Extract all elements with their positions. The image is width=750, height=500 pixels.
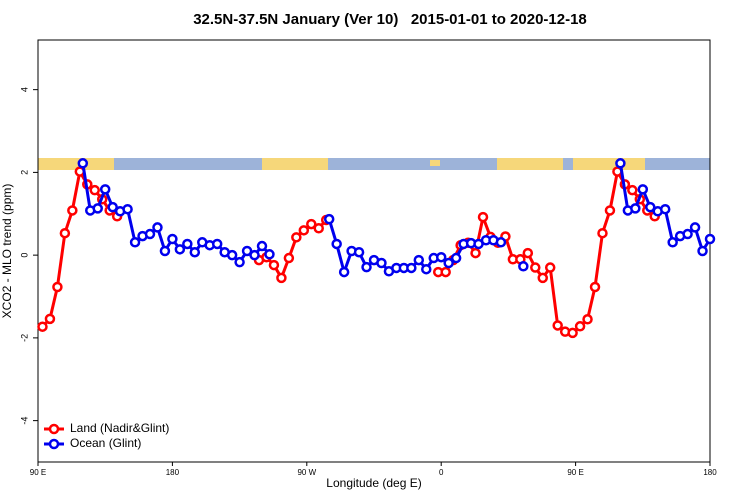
data-point <box>544 262 556 273</box>
data-point <box>89 184 100 196</box>
chart-title: 32.5N-37.5N January (Ver 10) 2015-01-01 … <box>193 11 587 28</box>
data-point <box>630 203 641 214</box>
y-tick-label: 4 <box>19 87 29 92</box>
data-point <box>376 257 387 269</box>
data-point <box>518 261 529 272</box>
data-point <box>167 233 178 245</box>
data-point <box>450 252 462 264</box>
x-axis-label: Longitude (deg E) <box>326 476 421 490</box>
x-tick-label: 90 W <box>297 468 316 477</box>
data-point <box>435 251 447 263</box>
data-point <box>234 256 245 268</box>
data-point <box>276 272 287 284</box>
data-point <box>331 238 342 250</box>
data-point <box>338 266 350 278</box>
data-point <box>413 254 425 266</box>
plot-frame <box>37 39 711 463</box>
data-point <box>59 227 71 239</box>
data-point <box>67 205 78 216</box>
data-point <box>107 201 118 213</box>
data-point <box>182 238 193 250</box>
data-point <box>574 321 586 332</box>
data-point <box>552 320 563 331</box>
data-point <box>241 245 253 257</box>
x-tick-label: 90 E <box>30 468 46 477</box>
data-point <box>604 205 616 216</box>
y-tick-label: 0 <box>19 253 29 258</box>
data-point <box>313 222 324 234</box>
data-point <box>159 245 171 257</box>
data-point <box>44 313 56 325</box>
data-point <box>704 233 716 245</box>
data-point <box>129 237 141 248</box>
data-point <box>174 244 186 255</box>
data-point <box>152 222 163 233</box>
data-point <box>567 327 578 339</box>
data-point <box>443 257 454 269</box>
data-point <box>361 261 372 273</box>
y-tick-label: -2 <box>19 334 29 342</box>
data-point <box>92 203 103 214</box>
legend-marker <box>48 438 60 450</box>
data-point <box>249 249 260 261</box>
y-axis-label: XCO2 - MLO trend (ppm) <box>0 184 14 319</box>
legend-label: Ocean (Glint) <box>70 436 141 450</box>
data-point <box>99 184 111 195</box>
data-point <box>682 228 693 240</box>
data-point <box>211 238 223 250</box>
data-point <box>667 237 678 248</box>
data-point <box>659 203 671 215</box>
data-point <box>406 262 417 274</box>
data-point <box>353 246 365 258</box>
data-point <box>530 262 541 273</box>
data-point <box>264 249 275 260</box>
data-point <box>689 222 701 233</box>
data-point <box>522 247 534 259</box>
map-strip <box>38 158 710 170</box>
data-point <box>477 211 489 223</box>
x-tick-label: 180 <box>703 468 717 477</box>
data-point <box>283 252 295 264</box>
data-point <box>645 201 656 213</box>
data-point <box>144 228 156 240</box>
data-point <box>291 232 302 243</box>
legend-marker <box>48 423 60 435</box>
data-point <box>495 237 507 248</box>
data-point <box>122 203 133 215</box>
x-tick-label: 90 E <box>567 468 583 477</box>
data-point <box>697 245 708 257</box>
data-point <box>582 314 593 325</box>
data-point <box>226 249 238 261</box>
legend-label: Land (Nadir&Glint) <box>70 421 169 435</box>
x-tick-label: 0 <box>439 468 444 477</box>
data-point <box>52 281 63 293</box>
data-point <box>189 246 201 258</box>
data-point <box>306 218 317 230</box>
data-point <box>597 227 608 239</box>
x-tick-label: 180 <box>166 468 180 477</box>
data-point <box>256 240 268 252</box>
data-point <box>615 158 626 169</box>
data-point <box>298 225 310 236</box>
data-point <box>77 158 89 169</box>
y-tick-label: -4 <box>19 417 29 425</box>
data-point <box>421 263 432 275</box>
data-point <box>268 259 280 271</box>
data-point <box>440 266 451 278</box>
data-point <box>589 281 601 293</box>
data-point <box>637 184 649 195</box>
data-point <box>627 184 638 196</box>
data-point <box>470 247 481 259</box>
data-point <box>537 272 548 284</box>
data-point <box>323 213 335 225</box>
y-tick-label: 2 <box>19 170 29 175</box>
data-point <box>37 321 48 332</box>
